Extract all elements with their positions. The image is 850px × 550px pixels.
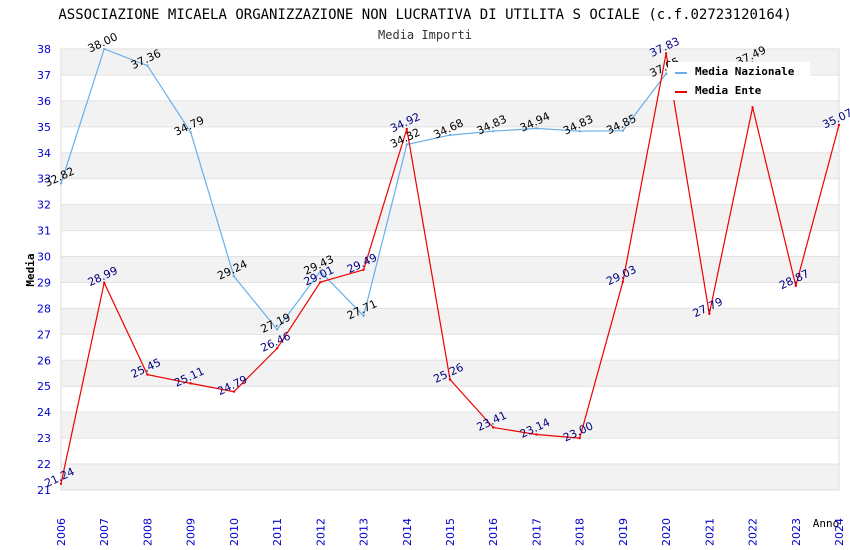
plot-frame xyxy=(60,48,840,491)
grid-band xyxy=(61,230,839,257)
point-nazionale xyxy=(103,47,106,51)
y-tick-label: 34 xyxy=(37,147,51,160)
point-ente xyxy=(319,281,322,284)
y-tick-label: 33 xyxy=(37,173,51,186)
point-ente xyxy=(492,426,495,429)
grid-band xyxy=(61,438,839,465)
point-ente xyxy=(362,268,365,271)
y-tick-label: 27 xyxy=(37,328,51,341)
point-ente xyxy=(578,436,581,440)
point-ente xyxy=(232,390,236,393)
y-tick-labels: 21 22 23 24 25 26 27 28 29 30 31 32 33 34 35 36 37 38 xyxy=(37,43,51,497)
x-tick-label: 2013 xyxy=(358,518,371,546)
point-nazionale xyxy=(319,270,322,273)
point-nazionale xyxy=(405,143,408,146)
point-nazionale xyxy=(664,72,668,75)
y-tick-label: 30 xyxy=(37,251,51,264)
grid-band xyxy=(61,282,839,309)
grid-band xyxy=(61,256,839,283)
x-tick-label: 2006 xyxy=(55,518,68,546)
x-tick-label: 2024 xyxy=(833,518,846,546)
y-axis-label: Media xyxy=(24,253,37,286)
point-nazionale xyxy=(578,130,581,133)
point-ente xyxy=(59,482,63,485)
point-ente xyxy=(275,347,279,350)
x-tick-label: 2020 xyxy=(660,518,673,546)
grid-band xyxy=(61,100,839,127)
point-ente xyxy=(664,52,668,55)
x-tick-label: 2015 xyxy=(444,518,457,546)
point-nazionale xyxy=(232,275,236,278)
x-tick-label: 2010 xyxy=(228,518,241,546)
point-ente xyxy=(794,284,797,288)
point-nazionale xyxy=(621,129,625,132)
grid-band xyxy=(61,308,839,335)
grid-band xyxy=(61,204,839,231)
y-tick-label: 36 xyxy=(37,95,51,108)
chart-subtitle: Media Importi xyxy=(378,28,472,42)
y-tick-label: 35 xyxy=(37,121,51,134)
y-tick-label: 23 xyxy=(37,432,51,445)
point-nazionale xyxy=(59,182,63,185)
y-tick-label: 21 xyxy=(37,484,51,497)
y-tick-label: 24 xyxy=(37,406,51,419)
grid-band xyxy=(61,360,839,387)
x-tick-labels: 2006 2007 2008 2009 2010 2011 2012 2013 2014 2015… xyxy=(55,518,846,546)
point-nazionale xyxy=(492,130,495,133)
y-tick-label: 37 xyxy=(37,69,51,82)
x-tick-label: 2008 xyxy=(141,518,154,546)
x-tick-label: 2012 xyxy=(314,518,327,546)
point-nazionale xyxy=(275,328,279,331)
point-ente xyxy=(535,433,538,436)
y-tick-label: 22 xyxy=(37,458,51,471)
point-nazionale xyxy=(448,133,452,137)
point-ente xyxy=(103,281,106,284)
x-tick-label: 2021 xyxy=(703,518,716,546)
grid-band xyxy=(61,386,839,413)
x-tick-label: 2011 xyxy=(271,518,284,546)
y-tick-label: 31 xyxy=(37,225,51,238)
grid-band xyxy=(61,412,839,439)
point-ente xyxy=(405,127,408,131)
grid-band xyxy=(61,334,839,361)
x-tick-label: 2014 xyxy=(401,518,414,546)
point-ente xyxy=(146,373,149,376)
y-tick-label: 32 xyxy=(37,199,51,212)
point-ente xyxy=(621,280,625,283)
legend-box xyxy=(668,62,810,100)
series-lines xyxy=(59,47,841,485)
y-tick-label: 29 xyxy=(37,276,51,289)
legend-label-ente: Media Ente xyxy=(695,84,762,97)
point-ente xyxy=(448,378,452,381)
x-tick-label: 2016 xyxy=(487,518,500,546)
x-tick-label: 2018 xyxy=(574,518,587,546)
x-axis-label: Anno xyxy=(813,517,840,530)
x-tick-label: 2007 xyxy=(98,518,111,546)
grid-band xyxy=(61,178,839,205)
point-ente xyxy=(708,312,711,316)
x-tick-label: 2017 xyxy=(530,518,543,546)
y-tick-label: 38 xyxy=(37,43,51,56)
point-nazionale xyxy=(189,131,192,134)
point-ente xyxy=(751,106,754,109)
grid-band xyxy=(61,152,839,179)
chart-title: ASSOCIAZIONE MICAELA ORGANIZZAZIONE NON … xyxy=(58,7,791,23)
point-nazionale xyxy=(362,314,365,318)
point-ente xyxy=(837,123,841,127)
point-ente xyxy=(189,382,192,385)
x-tick-label: 2022 xyxy=(747,518,760,546)
legend-label-nazionale: Media Nazionale xyxy=(695,65,795,78)
x-tick-label: 2019 xyxy=(617,518,630,546)
grid-bands xyxy=(60,48,840,491)
grid-band xyxy=(61,464,839,490)
legend: Media Nazionale Media Ente xyxy=(668,62,810,100)
point-nazionale xyxy=(535,127,538,130)
y-tick-label: 28 xyxy=(37,302,51,315)
y-tick-label: 25 xyxy=(37,380,51,393)
x-tick-label: 2009 xyxy=(185,518,198,546)
x-tick-label: 2023 xyxy=(790,518,803,546)
point-nazionale xyxy=(146,64,149,67)
y-tick-label: 26 xyxy=(37,354,51,367)
